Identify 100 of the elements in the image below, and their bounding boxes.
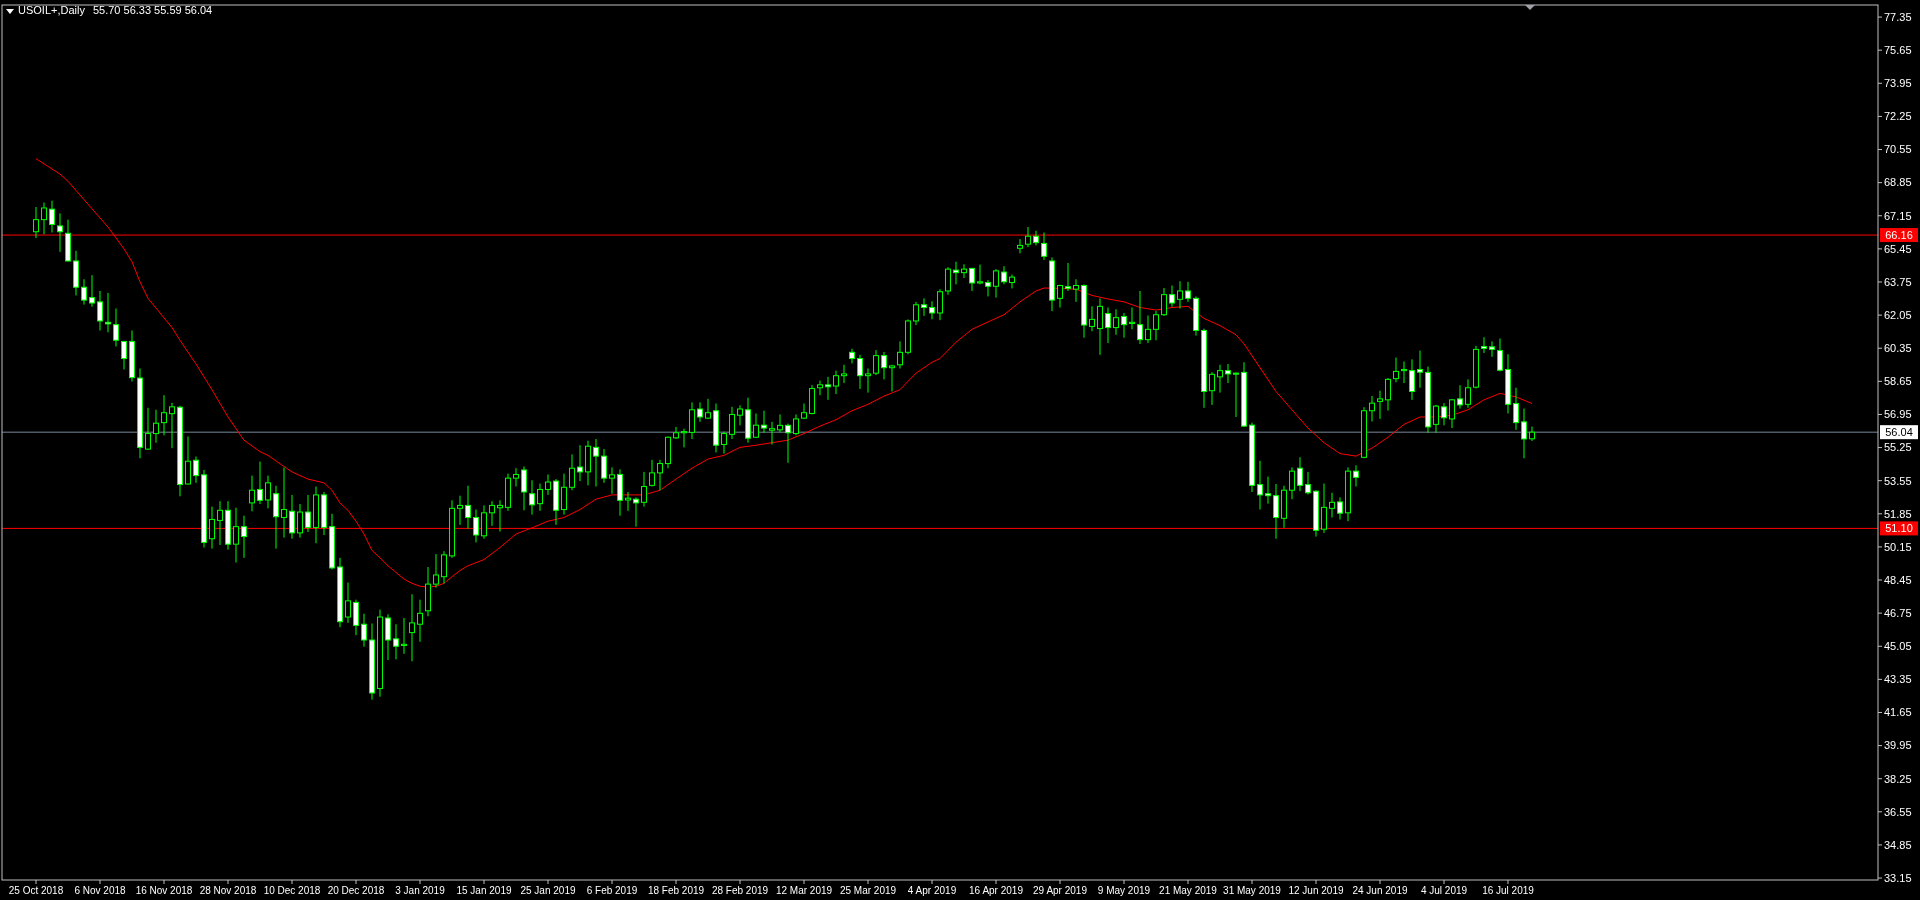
candlestick [1177,280,1183,309]
candlestick [1169,285,1175,308]
candlestick [753,412,759,439]
y-tick-label: 51.85 [1884,507,1912,520]
candlestick [473,509,479,543]
candlestick [241,515,247,559]
y-tick-label: 75.65 [1884,44,1912,57]
candlestick [1113,308,1119,336]
candlestick [273,485,279,550]
candlestick [265,475,271,509]
candlestick [545,473,551,496]
candlestick [465,485,471,530]
y-tick-label: 39.95 [1884,739,1912,752]
y-tick-label: 58.65 [1884,375,1912,388]
x-tick-label: 29 Apr 2019 [1033,885,1088,896]
candlestick [1497,337,1503,372]
y-tick-label: 48.45 [1884,573,1912,586]
candlestick [1489,340,1495,358]
x-tick-label: 4 Jul 2019 [1420,885,1468,896]
candlestick [857,354,863,390]
candlestick [817,380,823,396]
candlestick [1089,305,1095,332]
candlestick [641,471,647,508]
candlestick [1073,278,1079,303]
y-tick-label: 46.75 [1884,606,1912,619]
candlestick [209,506,215,550]
x-tick-label: 15 Jan 2019 [456,885,512,896]
candlestick [1433,404,1439,434]
ref-line-label: 66.16 [1885,228,1913,241]
candlestick [537,483,543,512]
ref-line-label: 56.04 [1885,426,1913,439]
x-tick-label: 25 Oct 2018 [8,885,64,896]
candlestick [497,499,503,533]
candlestick [729,406,735,440]
y-tick-label: 70.55 [1884,143,1912,156]
candlestick [1137,290,1143,345]
candlestick [1329,492,1335,518]
candlestick [169,402,175,449]
y-tick-label: 36.55 [1884,805,1912,818]
candlestick [233,507,239,563]
x-tick-label: 9 May 2019 [1097,885,1151,896]
candlestick [673,426,679,440]
candlestick [1289,466,1295,500]
candlestick [1041,232,1047,261]
x-tick-label: 12 Mar 2019 [775,885,833,896]
candlestick [1441,402,1447,426]
candlestick [1161,287,1167,317]
candlestick [625,491,631,512]
candlestick [1209,371,1215,406]
y-tick-label: 65.45 [1884,242,1912,255]
candlestick [841,364,847,384]
candlestick [353,599,359,636]
candlestick [489,500,495,527]
candlestick [897,340,903,369]
x-tick-label: 6 Nov 2018 [74,885,127,896]
candlestick [1457,384,1463,410]
y-tick-label: 55.25 [1884,441,1912,454]
candlestick [193,456,199,484]
candlestick [1369,395,1375,422]
candlestick [1377,390,1383,420]
candlestick [825,376,831,401]
candlestick [937,288,943,321]
candlestick [113,307,119,347]
candlestick [1265,476,1271,505]
candlestick [945,266,951,296]
y-tick-label: 60.35 [1884,342,1912,355]
candlestick [961,263,967,279]
candlestick [1025,226,1031,248]
candlestick [561,473,567,516]
y-tick-label: 38.25 [1884,772,1912,785]
candlestick [1305,471,1311,496]
ref-line-label: 51.10 [1885,522,1913,535]
candlestick [1273,483,1279,540]
x-tick-label: 12 Jun 2019 [1288,885,1344,896]
y-tick-label: 33.15 [1884,871,1912,884]
candlestick [657,459,663,491]
y-tick-label: 34.85 [1884,838,1912,851]
candlestick [801,403,807,420]
y-tick-label: 43.35 [1884,673,1912,686]
candlestick [1337,496,1343,520]
candlestick [1353,464,1359,488]
candlestick [385,613,391,661]
candlestick [145,407,151,451]
candlestick [81,278,87,306]
candlestick [569,453,575,491]
x-tick-label: 25 Jan 2019 [520,885,576,896]
x-tick-label: 16 Nov 2018 [135,885,193,896]
candlestick [1153,310,1159,341]
candlestick [593,438,599,488]
candlestick [873,349,879,376]
candlestick [417,599,423,643]
candlestick [281,466,287,539]
candlestick [737,404,743,426]
candlestick [993,268,999,299]
x-tick-label: 4 Apr 2019 [907,885,957,896]
x-tick-label: 24 Jun 2019 [1352,885,1408,896]
candlestick [1121,312,1127,339]
candlestick [689,401,695,440]
candlestick [1321,483,1327,534]
candlestick [89,274,95,308]
